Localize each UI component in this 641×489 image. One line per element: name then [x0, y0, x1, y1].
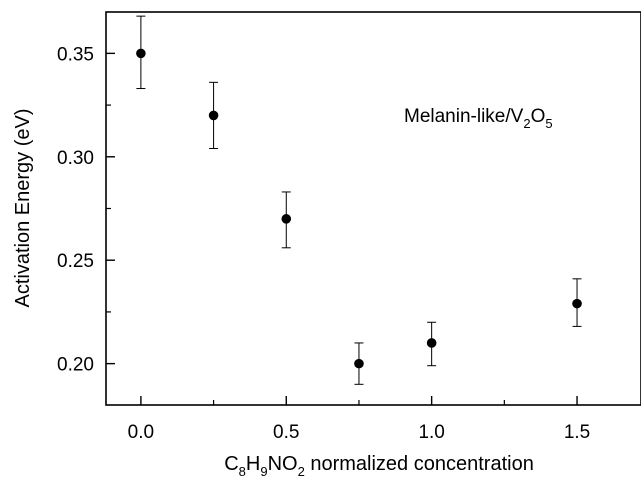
subscript: 9 — [260, 464, 267, 479]
subscript: 5 — [545, 116, 552, 131]
data-point — [354, 358, 364, 369]
y-tick-label: 0.30 — [57, 148, 94, 169]
data-point — [208, 110, 219, 121]
data-point — [426, 338, 437, 348]
text-part: normalized concentration — [305, 453, 534, 475]
data-point — [281, 214, 292, 224]
text-part: H — [246, 453, 260, 475]
text-part: Melanin-like/V — [404, 106, 524, 127]
subscript: 8 — [239, 464, 246, 479]
data-point — [572, 298, 582, 309]
series-annotation: Melanin-like/V2O5 — [404, 106, 553, 131]
text-part: O — [531, 106, 546, 127]
y-axis-title: Activation Energy (eV) — [12, 109, 34, 308]
text-part: C — [224, 453, 238, 475]
y-tick-label: 0.25 — [57, 251, 94, 272]
x-tick-label: 1.0 — [418, 422, 444, 443]
x-tick-label: 0.0 — [128, 422, 154, 443]
subscript: 2 — [523, 116, 530, 131]
data-point — [136, 48, 146, 59]
x-axis-title: C8H9NO2 normalized concentration — [224, 453, 534, 479]
text-part: NO — [268, 453, 298, 475]
subscript: 2 — [298, 464, 305, 479]
y-tick-label: 0.20 — [57, 355, 94, 376]
y-tick-label: 0.35 — [57, 44, 94, 65]
plot-frame — [105, 11, 641, 406]
x-tick-label: 1.5 — [564, 422, 590, 443]
x-tick-label: 0.5 — [273, 422, 299, 443]
